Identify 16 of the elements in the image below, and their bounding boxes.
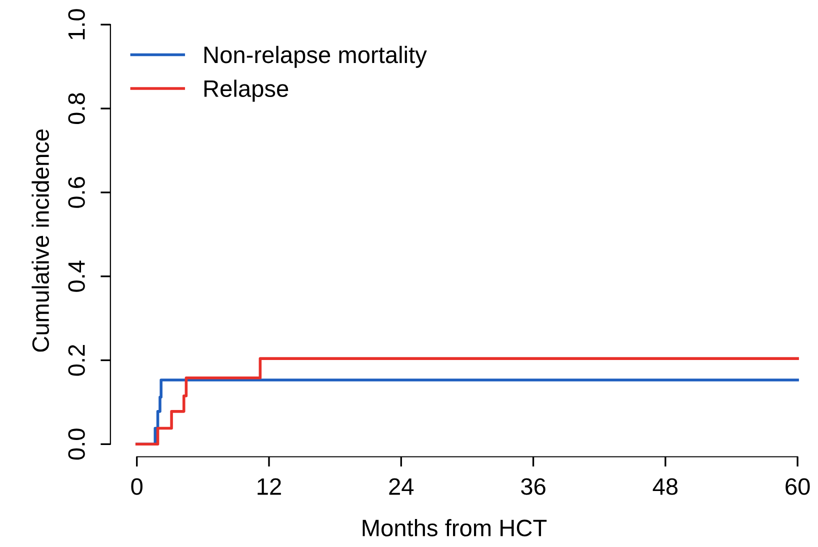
x-tick-label: 48 <box>652 478 678 495</box>
y-tick-label: 0.8 <box>68 93 85 124</box>
y-tick-label: 0.0 <box>68 428 85 460</box>
y-axis-title: Cumulative incidence <box>32 130 50 352</box>
x-tick-label: 12 <box>258 478 281 495</box>
x-tick-label: 24 <box>389 478 414 495</box>
x-tick-label: 36 <box>521 478 546 495</box>
y-tick-label: 1.0 <box>68 9 85 40</box>
y-tick-label: 0.2 <box>68 345 85 376</box>
legend-label: Non-relapse mortality <box>204 46 427 68</box>
y-tick-label: 0.4 <box>68 260 85 292</box>
x-tick-label: 60 <box>786 478 810 495</box>
y-tick-label: 0.6 <box>68 177 85 208</box>
legend-label: Relapse <box>204 80 288 102</box>
x-tick-label: 0 <box>131 478 142 495</box>
x-axis-title: Months from HCT <box>362 519 547 536</box>
